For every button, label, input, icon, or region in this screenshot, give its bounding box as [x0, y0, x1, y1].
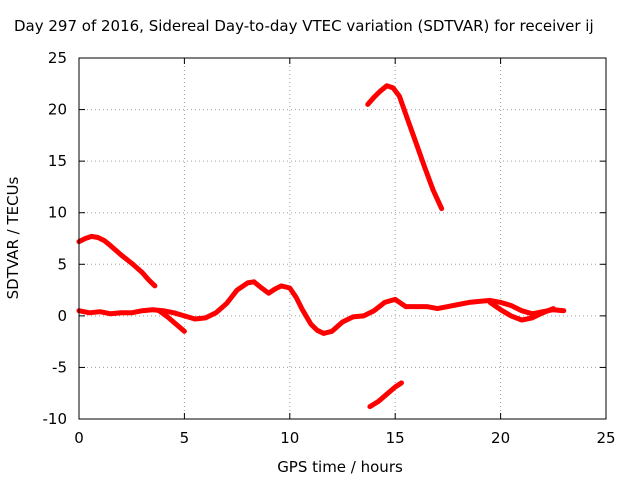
x-tick-label: 5: [180, 429, 190, 447]
y-axis-label: SDTVAR / TECUs: [4, 176, 22, 299]
series-arc-high-peak: [365, 83, 445, 212]
y-tick-label: 0: [57, 307, 67, 325]
chart-title: Day 297 of 2016, Sidereal Day-to-day VTE…: [14, 17, 594, 35]
series-arc-early-high: [76, 233, 158, 289]
y-tick-label: 5: [57, 255, 67, 273]
grid-layer: [79, 58, 606, 419]
x-tick-label: 0: [74, 429, 84, 447]
x-tick-label: 25: [596, 429, 615, 447]
y-tick-label: -10: [43, 410, 68, 428]
series-arc-early-dip: [156, 308, 187, 334]
y-tick-label: 20: [48, 101, 67, 119]
y-tick-label: 15: [48, 152, 67, 170]
series-arc-late-lower: [487, 299, 556, 323]
series-arc-main-baseline: [76, 279, 567, 336]
x-tick-label: 10: [280, 429, 299, 447]
x-tick-label: 20: [491, 429, 510, 447]
y-tick-label: 25: [48, 49, 67, 67]
y-tick-label: 10: [48, 204, 67, 222]
y-tick-label: -5: [52, 358, 67, 376]
x-tick-label: 15: [386, 429, 405, 447]
plot-frame: [78, 57, 607, 420]
series-arc-low-negative: [367, 380, 404, 410]
series-layer: [76, 83, 567, 410]
ticks-layer: 0 5 10 15 20 25 25 20 15 10 5 0 -5 -10: [43, 49, 616, 447]
x-axis-label: GPS time / hours: [277, 458, 403, 476]
